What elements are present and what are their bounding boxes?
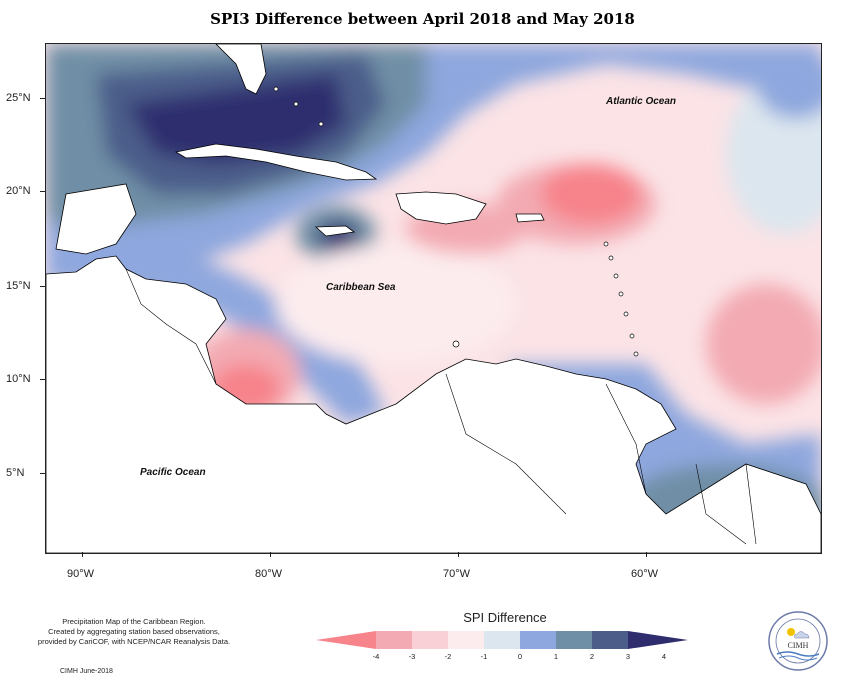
credit-footer: CIMH June-2018 [60, 668, 113, 675]
legend-tick-label: 3 [625, 652, 631, 661]
lon-tick [646, 552, 647, 557]
land-outlines [46, 44, 821, 553]
lat-tick [40, 191, 45, 192]
lon-label-70w: 70°W [443, 568, 471, 580]
legend-swatch [592, 631, 628, 649]
lat-tick [40, 379, 45, 380]
caribbean-sea-label: Caribbean Sea [326, 282, 396, 293]
legend-swatch [412, 631, 448, 649]
atlantic-ocean-label: Atlantic Ocean [606, 96, 677, 107]
legend-swatch [376, 631, 412, 649]
legend-swatch [316, 631, 376, 649]
cimh-logo: CIMH [768, 611, 828, 671]
legend-tick-label: 2 [589, 652, 595, 661]
lon-tick [82, 552, 83, 557]
wave-icon [776, 651, 820, 657]
credit-line-1: Precipitation Map of the Caribbean Regio… [62, 617, 206, 626]
spi-map [46, 44, 821, 553]
logo-text: CIMH [788, 641, 809, 650]
lon-tick [270, 552, 271, 557]
legend-swatch [628, 631, 688, 649]
cloud-icon [794, 631, 810, 639]
credit-line-2: Created by aggregating station based obs… [48, 627, 220, 636]
legend-swatch [484, 631, 520, 649]
lat-label-10n: 10°N [6, 373, 31, 385]
pacific-ocean-label: Pacific Ocean [140, 467, 206, 478]
legend-tick-label: -4 [372, 652, 380, 661]
sun-icon [787, 628, 795, 636]
credit-line-3: provided by CariCOF, with NCEP/NCAR Rean… [37, 637, 231, 646]
lat-label-25n: 25°N [6, 92, 31, 104]
legend-colorbar [316, 631, 688, 649]
legend-tick-label: 4 [661, 652, 667, 661]
lon-tick [458, 552, 459, 557]
legend-swatch [556, 631, 592, 649]
lat-label-15n: 15°N [6, 280, 31, 292]
legend-title: SPI Difference [463, 610, 547, 625]
legend-tick-label: 0 [517, 652, 523, 661]
lon-label-90w: 90°W [67, 568, 95, 580]
legend-tick-label: 1 [553, 652, 559, 661]
lon-label-60w: 60°W [631, 568, 659, 580]
legend-tick-label: -3 [408, 652, 416, 661]
lat-tick [40, 473, 45, 474]
credit-text: Precipitation Map of the Caribbean Regio… [14, 617, 254, 647]
legend-tick-label: -1 [480, 652, 488, 661]
lat-tick [40, 98, 45, 99]
legend-swatch [448, 631, 484, 649]
lat-tick [40, 286, 45, 287]
lon-label-80w: 80°W [255, 568, 283, 580]
lat-label-5n: 5°N [6, 467, 25, 479]
legend-tick-label: -2 [444, 652, 452, 661]
legend-swatch [520, 631, 556, 649]
lat-label-20n: 20°N [6, 185, 31, 197]
map-area: Atlantic Ocean Caribbean Sea Pacific Oce… [45, 43, 822, 554]
map-title: SPI3 Difference between April 2018 and M… [210, 10, 635, 28]
